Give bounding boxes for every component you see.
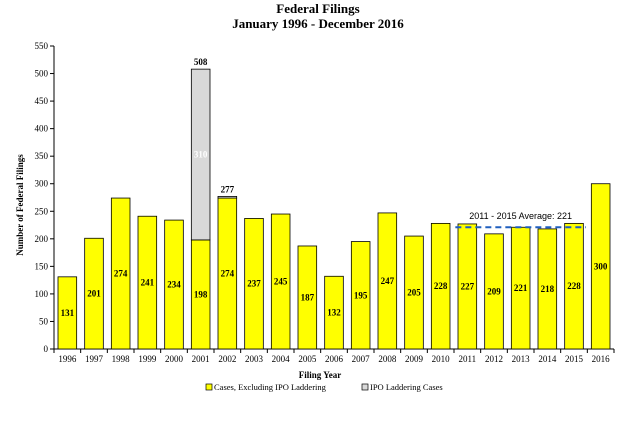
bar-cases-excluding-ipo <box>137 215 158 350</box>
legend-swatch <box>205 383 213 391</box>
x-tick-label: 2010 <box>432 354 451 364</box>
bar-value-label: 247 <box>381 276 395 286</box>
chart-title: Federal Filings <box>276 1 359 16</box>
bar-value-label: 205 <box>407 288 421 298</box>
x-tick-label: 2000 <box>165 354 184 364</box>
bar-value-label: 274 <box>114 269 128 279</box>
y-tick-label: 200 <box>35 234 49 244</box>
x-axis-title: Filing Year <box>299 370 341 380</box>
total-value-label: 277 <box>221 184 235 194</box>
x-tick-label: 2001 <box>192 354 210 364</box>
bar-cases-excluding-ipo <box>430 222 451 350</box>
y-tick-label: 100 <box>35 289 49 299</box>
bar-cases-excluding-ipo <box>57 276 78 350</box>
y-tick-label: 50 <box>39 316 49 326</box>
bars <box>57 68 611 350</box>
x-tick-label: 1997 <box>85 354 104 364</box>
bar-cases-excluding-ipo <box>484 233 504 350</box>
x-tick-label: 1998 <box>112 354 131 364</box>
y-tick-label: 500 <box>35 69 49 79</box>
bar-value-label: 218 <box>541 284 555 294</box>
average-line-label: 2011 - 2015 Average: 221 <box>469 211 572 221</box>
bar-value-label: 201 <box>87 289 101 299</box>
x-tick-label: 2002 <box>218 354 236 364</box>
bar-value-label: 237 <box>247 279 261 289</box>
y-tick-label: 450 <box>35 96 49 106</box>
bar-cases-excluding-ipo <box>164 219 184 350</box>
legend-label: Cases, Excluding IPO Laddering <box>214 382 327 392</box>
bar-value-label: 241 <box>141 278 155 288</box>
axes: 0 50 100 150 200 250 300 350 400 450 500 550 1996 199… <box>35 41 615 364</box>
total-value-label: 508 <box>194 57 208 67</box>
chart-subtitle: January 1996 - December 2016 <box>232 16 404 31</box>
bar-value-label: 187 <box>301 292 315 302</box>
x-tick-label: 2012 <box>485 354 503 364</box>
bar-value-label: 234 <box>167 280 181 290</box>
x-tick-label: 2003 <box>245 354 264 364</box>
x-tick-label: 2015 <box>565 354 584 364</box>
bar-cases-excluding-ipo <box>404 235 424 350</box>
average-line-group: 2011 - 2015 Average: 221 <box>455 211 586 229</box>
bar-value-label: 221 <box>514 283 528 293</box>
x-tick-label: 1999 <box>138 354 157 364</box>
x-tick-label: 2009 <box>405 354 424 364</box>
y-tick-label: 250 <box>35 206 49 216</box>
x-tick-label: 1996 <box>58 354 77 364</box>
bar-value-label: 195 <box>354 290 368 300</box>
x-tick-label: 2004 <box>272 354 291 364</box>
y-tick-label: 0 <box>44 344 49 354</box>
y-axis-title: Number of Federal Filings <box>15 154 25 256</box>
bar-value-label: 228 <box>567 281 581 291</box>
bar-cases-excluding-ipo <box>350 241 371 350</box>
legend-swatch <box>361 383 369 391</box>
y-tick-label: 400 <box>35 124 49 134</box>
bar-ipo-laddering <box>217 195 238 199</box>
y-tick-label: 350 <box>35 151 49 161</box>
bar-value-label: 274 <box>221 269 235 279</box>
x-tick-label: 2013 <box>512 354 531 364</box>
x-tick-label: 2014 <box>538 354 557 364</box>
bar-value-label: 227 <box>461 281 475 291</box>
y-tick-label: 300 <box>35 179 49 189</box>
bar-value-label: 228 <box>434 281 448 291</box>
bar-value-label: 245 <box>274 277 288 287</box>
x-tick-label: 2005 <box>298 354 317 364</box>
bar-value-label: 300 <box>594 261 608 271</box>
bar-labels: 131 201 274 241 234 310 198 274 237 245 187 132 195 2… <box>61 57 608 318</box>
bar-cases-excluding-ipo <box>84 237 104 350</box>
x-tick-label: 2011 <box>458 354 476 364</box>
bar-cases-excluding-ipo <box>270 213 291 350</box>
legend: Cases, Excluding IPO Laddering IPO Ladder… <box>205 382 443 392</box>
bar-value-label: 209 <box>487 286 501 296</box>
x-tick-label: 2008 <box>378 354 397 364</box>
bar-cases-excluding-ipo <box>244 218 264 350</box>
bar-ipo-laddering <box>190 68 211 241</box>
bar-cases-excluding-ipo <box>324 275 344 350</box>
bar-cases-excluding-ipo <box>297 245 318 350</box>
x-tick-label: 2016 <box>592 354 611 364</box>
bar-value-label: 131 <box>61 308 75 318</box>
bar-cases-excluding-ipo <box>377 212 398 350</box>
ipo-value-label: 310 <box>194 150 208 160</box>
y-tick-label: 150 <box>35 261 49 271</box>
legend-label: IPO Laddering Cases <box>370 382 443 392</box>
x-tick-label: 2006 <box>325 354 344 364</box>
bar-cases-excluding-ipo <box>110 197 131 350</box>
bar-cases-excluding-ipo <box>537 228 558 350</box>
bar-value-label: 198 <box>194 289 208 299</box>
x-tick-label: 2007 <box>352 354 371 364</box>
bar-cases-excluding-ipo <box>590 183 611 350</box>
y-tick-label: 550 <box>35 41 49 51</box>
bar-value-label: 132 <box>327 308 341 318</box>
bar-cases-excluding-ipo <box>457 223 478 350</box>
bar-cases-excluding-ipo <box>564 222 584 350</box>
